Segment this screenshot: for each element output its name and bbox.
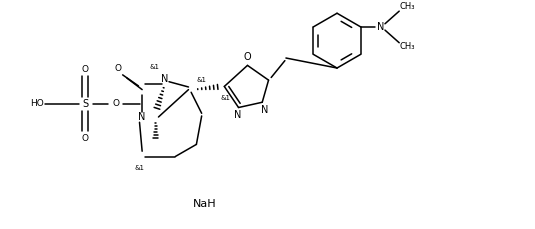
Text: N: N [377,22,385,32]
Text: N: N [261,105,269,115]
Text: &1: &1 [134,165,144,171]
Text: N: N [234,110,242,120]
Text: N: N [161,74,169,84]
Text: &1: &1 [197,77,207,83]
Text: &1: &1 [149,65,159,71]
Text: HO: HO [30,99,44,108]
Text: O: O [243,52,251,63]
Text: N: N [139,112,146,122]
Text: CH₃: CH₃ [399,3,415,11]
Text: CH₃: CH₃ [399,42,415,52]
Text: &1: &1 [220,95,231,101]
Text: S: S [83,99,89,109]
Text: O: O [82,65,89,74]
Text: O: O [112,99,119,108]
Text: NaH: NaH [193,199,216,209]
Text: O: O [115,64,122,73]
Text: O: O [82,134,89,143]
